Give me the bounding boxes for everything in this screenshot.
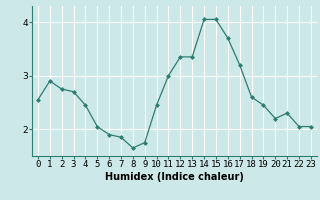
X-axis label: Humidex (Indice chaleur): Humidex (Indice chaleur) (105, 172, 244, 182)
